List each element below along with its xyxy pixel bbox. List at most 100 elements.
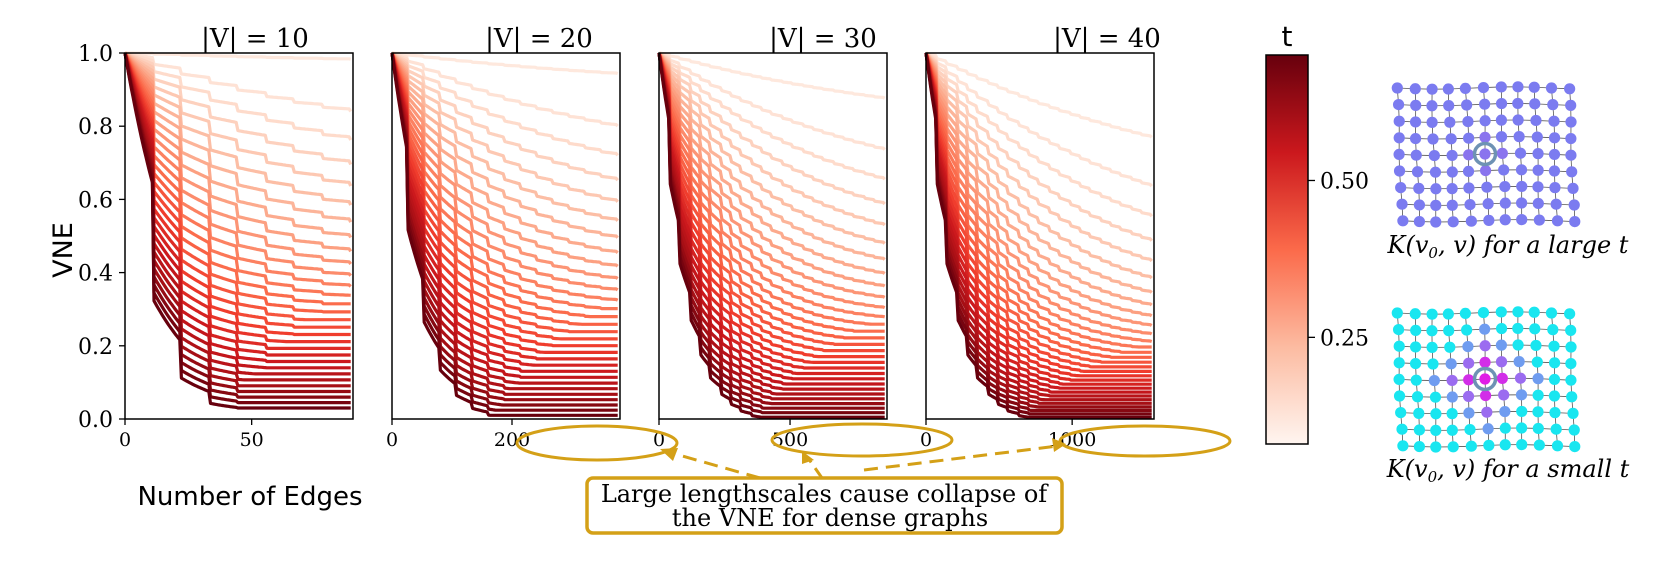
graph-node <box>1396 423 1408 435</box>
series-line <box>123 52 351 329</box>
series-line <box>123 51 353 253</box>
graph-node <box>1429 391 1442 403</box>
series-line <box>390 52 618 402</box>
x-tick-label: 0 <box>119 429 131 451</box>
arrowhead <box>802 451 814 464</box>
graph-node <box>1567 182 1579 194</box>
graph-node <box>1428 374 1440 387</box>
graph-node <box>1443 325 1455 337</box>
arrow-to-v20 <box>667 450 761 480</box>
graph-node <box>1410 99 1422 111</box>
series-line <box>123 52 351 405</box>
series-line <box>924 52 1152 416</box>
graph-node <box>1479 389 1492 402</box>
series-line <box>390 51 619 222</box>
graph-node <box>1496 372 1508 384</box>
series-line <box>123 52 351 306</box>
inset-graph-large-t <box>1391 81 1581 228</box>
graph-node <box>1549 407 1561 419</box>
graph-node <box>1548 357 1561 369</box>
center-node-ring <box>1472 141 1498 167</box>
series-line <box>657 52 885 333</box>
graph-node <box>1479 323 1491 335</box>
graph-node <box>1430 216 1442 228</box>
graph-node <box>1499 405 1511 418</box>
graph-node <box>1479 98 1491 110</box>
graph-node <box>1567 407 1579 419</box>
graph-node <box>1514 372 1527 384</box>
series-line <box>123 52 351 322</box>
graph-node <box>1512 339 1524 351</box>
series-line <box>390 52 618 319</box>
chart-panel-v10: 0 50 0.0 0.2 0.4 0.6 0.8 1.0 <box>78 42 354 451</box>
graph-node <box>1409 132 1422 145</box>
panel-title: |V| = 40 <box>1053 24 1161 54</box>
graph-node <box>1516 180 1528 193</box>
graph-node <box>1463 407 1475 419</box>
colorbar: t 0.50 0.25 <box>1265 20 1369 445</box>
series-line <box>657 52 885 410</box>
graph-node <box>1550 198 1562 210</box>
series-line <box>391 51 619 76</box>
graph-node <box>1426 341 1438 353</box>
series-line <box>391 51 619 203</box>
graph-node <box>1513 131 1525 143</box>
graph-node <box>1413 182 1425 194</box>
graph-node <box>1545 307 1558 319</box>
graph-node <box>1413 199 1426 211</box>
graph-node <box>1532 422 1544 435</box>
series-line <box>657 52 886 275</box>
graph-node <box>1515 197 1528 209</box>
graph-node <box>1499 439 1511 451</box>
graph-node <box>1565 149 1577 161</box>
graph-node <box>1462 341 1474 353</box>
series-line <box>658 51 886 100</box>
graph-node <box>1459 82 1471 95</box>
graph-node <box>1446 424 1458 436</box>
graph-node <box>1565 374 1577 386</box>
series-line <box>924 52 1152 394</box>
graph-node <box>1445 358 1457 370</box>
series-line <box>657 52 885 406</box>
graph-node <box>1512 114 1524 126</box>
x-tick-label: 0 <box>386 429 398 451</box>
graph-node <box>1479 373 1491 385</box>
highlight-ellipse-v40 <box>1058 424 1232 458</box>
graph-node <box>1532 181 1544 193</box>
axes-frame <box>658 52 888 420</box>
series-line <box>390 52 618 361</box>
series-line <box>390 52 618 354</box>
series-line <box>390 52 619 268</box>
graph-node <box>1515 389 1528 401</box>
series-line <box>124 51 353 206</box>
graph-node <box>1512 97 1524 110</box>
graph-node <box>1531 356 1543 368</box>
graph-node <box>1569 440 1581 453</box>
series-line <box>123 52 351 388</box>
graph-node <box>1430 424 1442 436</box>
series-line <box>925 51 1153 188</box>
graph-node <box>1549 182 1561 194</box>
graph-node <box>1547 99 1559 111</box>
graph-node <box>1532 373 1544 385</box>
graph-node <box>1548 340 1560 352</box>
graph-node <box>1483 214 1495 226</box>
graph-node <box>1409 116 1422 128</box>
graph-node <box>1459 307 1471 320</box>
colorbar-gradient <box>1265 54 1309 445</box>
series-line <box>390 52 619 280</box>
series-line <box>124 51 353 141</box>
series-line <box>924 52 1153 294</box>
series-line <box>390 52 619 254</box>
annotation-group <box>515 422 1232 535</box>
highlight-ellipse-v20 <box>515 424 679 462</box>
graph-node <box>1465 440 1477 452</box>
series-line <box>123 52 351 399</box>
graph-node <box>1545 82 1558 94</box>
series-line <box>924 52 1153 318</box>
x-tick-label: 500 <box>772 429 808 451</box>
series-line <box>390 52 618 396</box>
series-line <box>658 51 886 151</box>
graph-node <box>1409 357 1422 370</box>
series-line <box>123 52 351 357</box>
